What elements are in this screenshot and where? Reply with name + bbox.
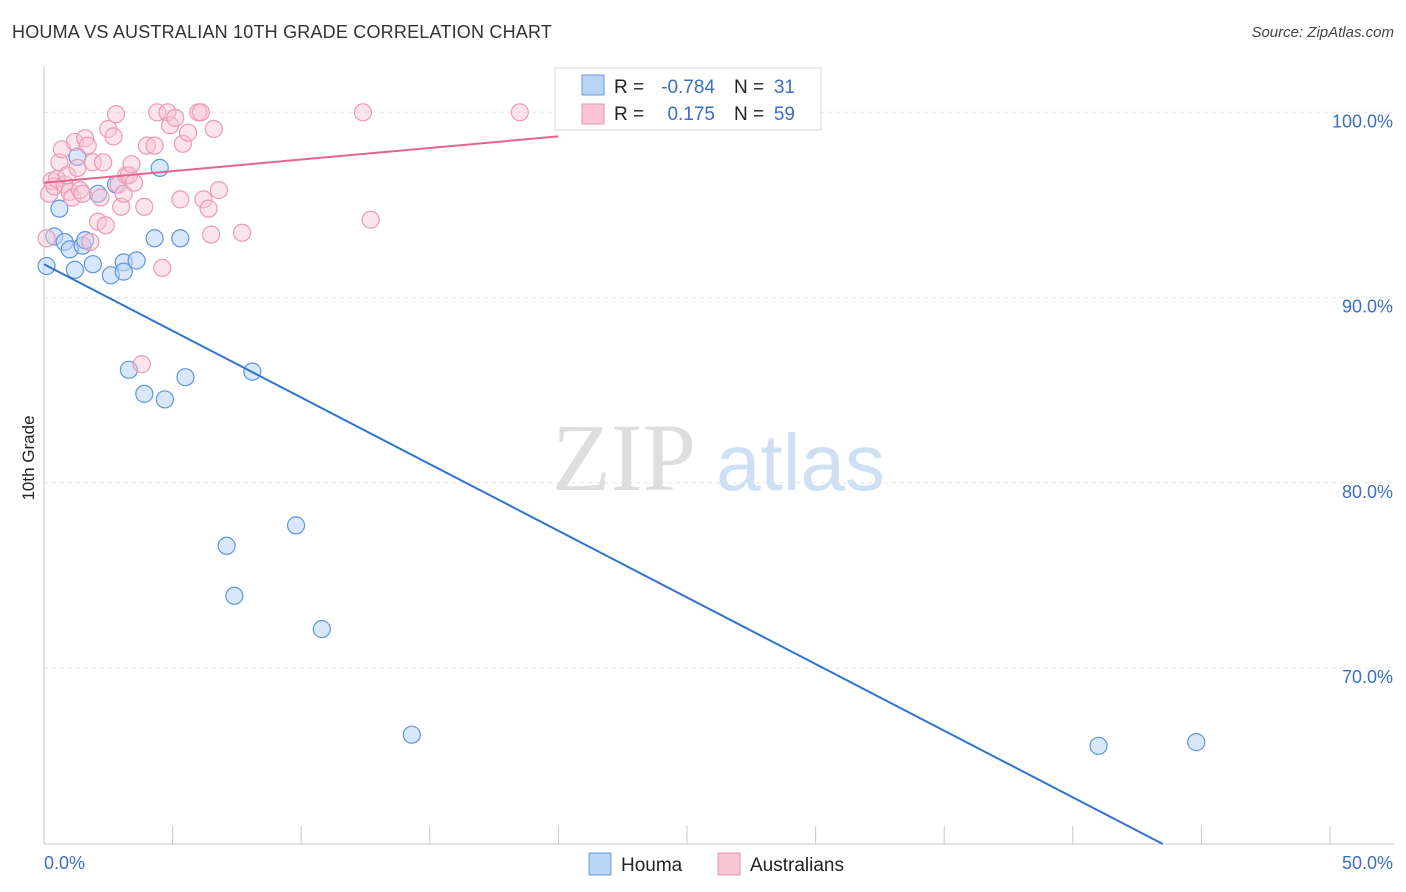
australians-point xyxy=(135,197,154,216)
x-tick-label-max: 50.0% xyxy=(1342,853,1393,873)
houma-point xyxy=(217,536,236,555)
australians-point xyxy=(153,258,172,278)
y-tick-label: 90.0% xyxy=(1342,297,1393,317)
australians-point xyxy=(132,355,151,374)
houma-point xyxy=(114,262,133,281)
houma-point xyxy=(171,229,190,248)
stats-legend: R = -0.784 N = 31 R = 0.175 N = 59 xyxy=(554,67,822,131)
y-tick-label: 100.0% xyxy=(1332,111,1393,131)
australians-trend-line xyxy=(43,135,559,184)
watermark-atlas: atlas xyxy=(716,418,885,507)
australians-point xyxy=(191,103,210,122)
series-legend-label-houma: Houma xyxy=(621,855,683,876)
legend-r-label-australians: R = xyxy=(614,104,644,125)
australians-point xyxy=(148,103,167,122)
legend-n-label-houma: N = xyxy=(734,77,764,98)
australians-point xyxy=(94,153,113,172)
australians-point xyxy=(83,153,102,172)
australians-point xyxy=(166,108,185,127)
australians-point xyxy=(361,210,380,229)
australians-point xyxy=(104,127,123,146)
australians-point xyxy=(232,223,252,242)
houma-point xyxy=(1187,733,1206,752)
australians-point xyxy=(209,181,228,200)
houma-point xyxy=(65,260,84,279)
legend-r-value-australians: 0.175 xyxy=(667,104,715,125)
trend-lines xyxy=(43,135,1164,845)
houma-point xyxy=(286,516,306,535)
australians-point xyxy=(353,103,373,122)
houma-point xyxy=(176,368,195,387)
legend-n-value-houma: 31 xyxy=(774,77,795,98)
australians-point xyxy=(173,134,192,153)
australians-point xyxy=(73,184,92,203)
australians-point xyxy=(78,136,97,155)
australians-point xyxy=(96,216,115,235)
houma-point xyxy=(225,586,244,605)
australians-point xyxy=(91,188,110,207)
legend-n-label-australians: N = xyxy=(734,104,764,125)
legend-swatch-houma xyxy=(581,74,605,96)
houma-point xyxy=(155,390,174,409)
houma-point xyxy=(1089,736,1108,755)
y-tick-labels: 70.0% 80.0% 90.0% 100.0% xyxy=(1332,111,1393,687)
houma-point xyxy=(145,229,164,248)
australians-point xyxy=(137,136,156,155)
australians-point xyxy=(178,123,198,142)
x-tick-label-min: 0.0% xyxy=(44,853,85,873)
australians-point xyxy=(114,184,133,203)
x-tick-labels: 0.0% 50.0% xyxy=(44,853,1393,873)
houma-point xyxy=(50,199,69,218)
australians-point xyxy=(37,229,56,248)
houma-point xyxy=(402,725,421,744)
series-legend-swatch-houma xyxy=(588,852,612,876)
houma-point xyxy=(135,384,154,403)
australians-point xyxy=(145,136,164,155)
houma-point xyxy=(150,158,169,177)
australians-point xyxy=(81,232,100,252)
legend-swatch-australians xyxy=(581,103,605,125)
australians-point xyxy=(68,158,87,177)
series-legend-swatch-australians xyxy=(717,852,741,876)
legend-n-value-australians: 59 xyxy=(774,104,795,125)
houma-point xyxy=(127,251,146,270)
australians-point xyxy=(63,188,82,207)
australians-point xyxy=(194,190,213,209)
houma-point xyxy=(312,620,331,639)
legend-r-value-houma: -0.784 xyxy=(661,77,715,98)
chart-title: HOUMA VS AUSTRALIAN 10TH GRADE CORRELATI… xyxy=(12,22,553,42)
axes xyxy=(43,66,1394,845)
series-legend-label-australians: Australians xyxy=(750,855,844,876)
australians-point xyxy=(510,103,529,122)
australians-point xyxy=(106,105,126,124)
australians-point xyxy=(76,129,95,148)
australians-point xyxy=(122,155,141,174)
australians-point xyxy=(202,225,221,244)
grid-lines xyxy=(44,111,1394,669)
australians-point xyxy=(199,199,218,218)
watermark: ZIP atlas xyxy=(552,404,885,511)
y-tick-label: 80.0% xyxy=(1342,482,1393,502)
houma-point xyxy=(83,255,102,274)
chart-source: Source: ZipAtlas.com xyxy=(1251,24,1394,41)
y-axis-title: 10th Grade xyxy=(19,415,38,500)
data-points xyxy=(37,103,1206,755)
australians-point xyxy=(171,190,190,209)
series-legend: Houma Australians xyxy=(588,852,844,876)
y-tick-label: 70.0% xyxy=(1342,667,1393,687)
watermark-zip: ZIP xyxy=(552,404,696,511)
australians-point xyxy=(204,119,223,139)
legend-r-label-houma: R = xyxy=(614,77,644,98)
houma-trend-line xyxy=(43,263,1164,845)
australians-point xyxy=(124,173,144,192)
